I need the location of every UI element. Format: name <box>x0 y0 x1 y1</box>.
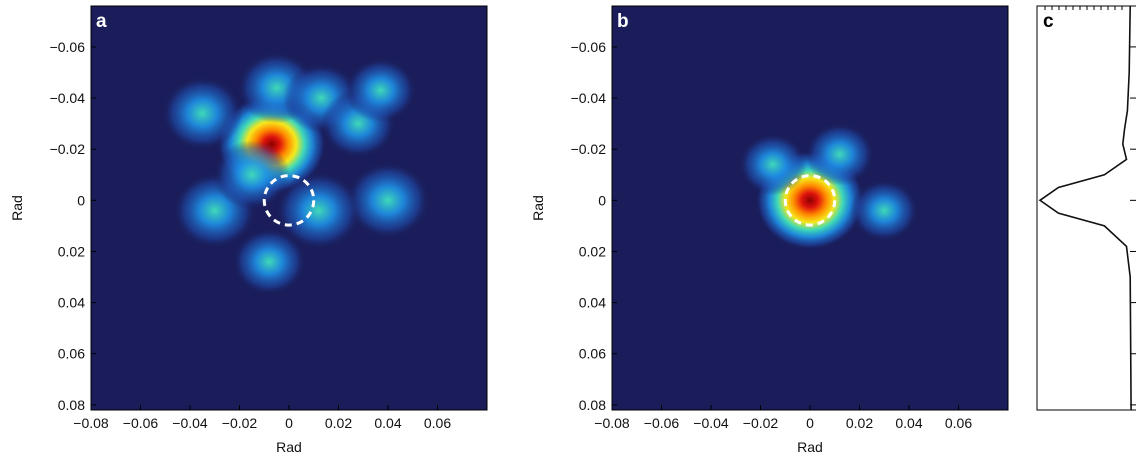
y-axis-label-a: Rad <box>9 195 25 221</box>
x-tick-label: 0.04 <box>895 415 922 431</box>
y-tick-label: −0.02 <box>571 141 607 157</box>
x-tick-label: 0 <box>806 415 814 431</box>
x-tick-label: 0.06 <box>424 415 451 431</box>
y-tick-label: 0.08 <box>58 397 85 413</box>
y-tick-label: −0.06 <box>50 39 86 55</box>
x-axis-label-a: Rad <box>276 439 302 455</box>
y-tick-label: −0.02 <box>50 141 86 157</box>
panel-b: b −0.08 −0.06 −0.04 −0.02 0 0.02 0.04 0.06 −0.06… <box>530 5 1009 455</box>
y-tick-label: 0.06 <box>58 346 85 362</box>
panel-label-a: a <box>96 11 107 32</box>
ticks-a: −0.08 −0.06 −0.04 −0.02 0 0.02 0.04 0.06 −0.06 −0… <box>50 39 452 431</box>
profile-line-c <box>1038 5 1132 411</box>
heat-peak <box>738 133 807 196</box>
x-tick-label: −0.02 <box>222 415 258 431</box>
x-tick-label: 0.04 <box>374 415 401 431</box>
panel-label-b: b <box>617 11 629 32</box>
y-tick-label: 0.04 <box>58 295 85 311</box>
heatmap-b <box>738 123 919 250</box>
x-tick-label: −0.04 <box>693 415 729 431</box>
x-tick-label: −0.06 <box>123 415 159 431</box>
x-tick-label: −0.08 <box>73 415 109 431</box>
heat-peak <box>345 58 416 123</box>
panel-label-c: c <box>1043 11 1054 32</box>
y-tick-label: 0 <box>598 192 606 208</box>
panel-c: c <box>1036 5 1136 411</box>
x-axis-label-b: Rad <box>797 439 823 455</box>
panel-a: a −0.08 −0.06 −0.04 −0.02 0 0.02 0.04 0.06 −0.06… <box>9 5 488 455</box>
heat-peak <box>850 179 919 242</box>
heat-peak <box>805 123 875 186</box>
y-tick-label: 0.04 <box>579 295 606 311</box>
heat-peak <box>346 162 430 239</box>
x-tick-label: 0.02 <box>846 415 873 431</box>
y-tick-label: 0.02 <box>579 243 606 259</box>
y-tick-label: −0.06 <box>571 39 607 55</box>
dashed-circle-a <box>262 174 316 227</box>
dashed-circle-b <box>783 174 837 227</box>
heat-peak <box>232 228 306 295</box>
heatmap-a <box>162 52 430 295</box>
heat-peak <box>276 171 362 250</box>
x-tick-label: 0.02 <box>325 415 352 431</box>
x-tick-label: 0.06 <box>945 415 972 431</box>
y-tick-label: −0.04 <box>50 90 86 106</box>
x-tick-label: −0.08 <box>594 415 630 431</box>
heat-peak <box>213 140 290 210</box>
x-tick-label: −0.04 <box>172 415 208 431</box>
y-tick-label: 0.02 <box>58 243 85 259</box>
heat-peak <box>162 76 243 151</box>
y-tick-label: 0 <box>77 192 85 208</box>
x-tick-label: −0.06 <box>644 415 680 431</box>
y-axis-label-b: Rad <box>530 195 546 221</box>
plot-frame-c <box>1036 5 1136 411</box>
y-tick-label: 0.06 <box>579 346 606 362</box>
y-tick-label: 0.08 <box>579 397 606 413</box>
x-tick-label: −0.02 <box>743 415 779 431</box>
ticks-b: −0.08 −0.06 −0.04 −0.02 0 0.02 0.04 0.06 −0.06 −0… <box>571 39 973 431</box>
y-tick-label: −0.04 <box>571 90 607 106</box>
x-tick-label: 0 <box>285 415 293 431</box>
